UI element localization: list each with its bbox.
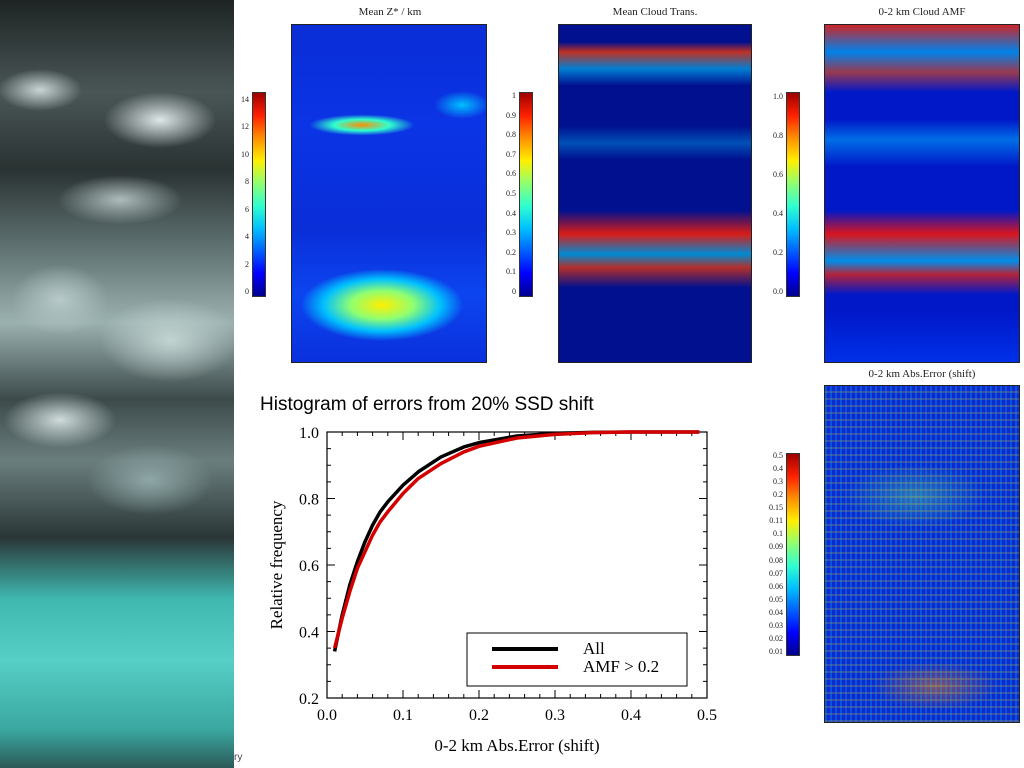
chart-title: Histogram of errors from 20% SSD shift [260,394,594,415]
cloud-trans-tick: 0.6 [506,169,516,179]
mean-z-colorbar [252,92,266,297]
mean-z-tick: 10 [241,149,249,159]
y-tick-label: 0.2 [299,691,319,708]
legend: All AMF > 0.2 [466,632,688,687]
cloud-amf-colorbar [786,92,800,297]
mean-z-tick: 12 [241,122,249,132]
y-tick-label: 1.0 [299,425,319,442]
y-axis-label: Relative frequency [267,500,286,629]
cloud-amf-tick: 1.0 [773,92,783,101]
x-tick-label: 0.2 [469,707,489,724]
abs-error-tick: 0.05 [769,594,783,604]
mean-z-tick: 2 [245,259,249,269]
abs-error-colorbar [786,453,800,656]
x-tick-label: 0.3 [545,707,565,724]
abs-error-tick: 0.4 [773,464,783,474]
cloud-trans-tick: 0.5 [506,189,516,198]
y-tick-label: 0.6 [299,558,319,575]
cloud-trans-tick: 0.9 [506,110,516,120]
x-tick-label: 0.0 [317,707,337,724]
mean-z-tick: 0 [245,287,249,296]
abs-error-title: 0-2 km Abs.Error (shift) [868,368,976,380]
abs-error-tick: 0.07 [769,568,783,578]
cloud-trans-tick: 1 [512,91,516,100]
satellite-image: ry [0,0,242,768]
legend-label-all: All [583,639,605,658]
legend-label-amf: AMF > 0.2 [583,657,659,676]
cloud-amf-tick: 0.8 [773,131,783,140]
cloud-amf-map [824,24,1020,363]
abs-error-tick: 0.1 [773,529,783,539]
series-line-amf [332,430,700,649]
x-tick-label: 0.5 [697,707,717,724]
cloud-trans-tick: 0.3 [506,228,516,238]
abs-error-tick: 0.2 [773,490,783,500]
cloud-trans-colorbar [519,92,533,297]
x-tick-label: 0.1 [393,707,413,724]
mean-z-tick: 14 [241,95,249,104]
cloud-trans-title: Mean Cloud Trans. [612,6,698,18]
abs-error-tick: 0.01 [769,647,783,656]
abs-error-tick: 0.03 [769,620,783,630]
cloud-trans-tick: 0.1 [506,267,516,277]
cloud-amf-title: 0-2 km Cloud AMF [878,6,966,18]
cloud-trans-tick: 0.8 [506,130,516,140]
cloud-trans-tick: 0.7 [506,149,516,159]
abs-error-tick: 0.04 [769,607,783,617]
abs-error-tick: 0.06 [769,581,783,591]
cloud-amf-tick: 0.4 [773,209,783,218]
abs-error-tick: 0.09 [769,542,783,552]
mean-z-title: Mean Z* / km [358,6,422,18]
abs-error-tick: 0.11 [769,516,783,526]
cloud-trans-tick: 0.2 [506,247,516,257]
abs-error-map [824,385,1020,723]
mean-z-tick: 4 [245,232,249,242]
abs-error-tick: 0.02 [769,633,783,643]
abs-error-tick: 0.15 [769,503,783,513]
mean-z-map [291,24,487,363]
legend-box [466,632,688,687]
cloud-amf-tick: 0.6 [773,170,783,179]
cloud-trans-tick: 0 [512,287,516,296]
abs-error-tick: 0.08 [769,555,783,565]
cloud-trans-tick: 0.4 [506,208,516,218]
y-tick-label: 0.8 [299,492,319,509]
x-axis-label: 0-2 km Abs.Error (shift) [434,736,599,755]
abs-error-tick: 0.3 [773,477,783,487]
abs-error-tick: 0.5 [773,451,783,460]
cloud-amf-tick: 0.0 [773,287,783,296]
mean-z-tick: 8 [245,177,249,187]
mean-z-tick: 6 [245,204,249,214]
satellite-label-fragment: ry [234,752,243,763]
x-tick-label: 0.4 [621,707,641,724]
cloud-amf-tick: 0.2 [773,248,783,257]
y-tick-label: 0.4 [299,625,319,642]
cumulative-frequency-chart: 0.0 0.1 0.2 0.3 0.4 0.5 0.2 0.4 0.6 0.8 1.0 0-2 km… [267,425,717,755]
cloud-trans-map [558,24,752,363]
